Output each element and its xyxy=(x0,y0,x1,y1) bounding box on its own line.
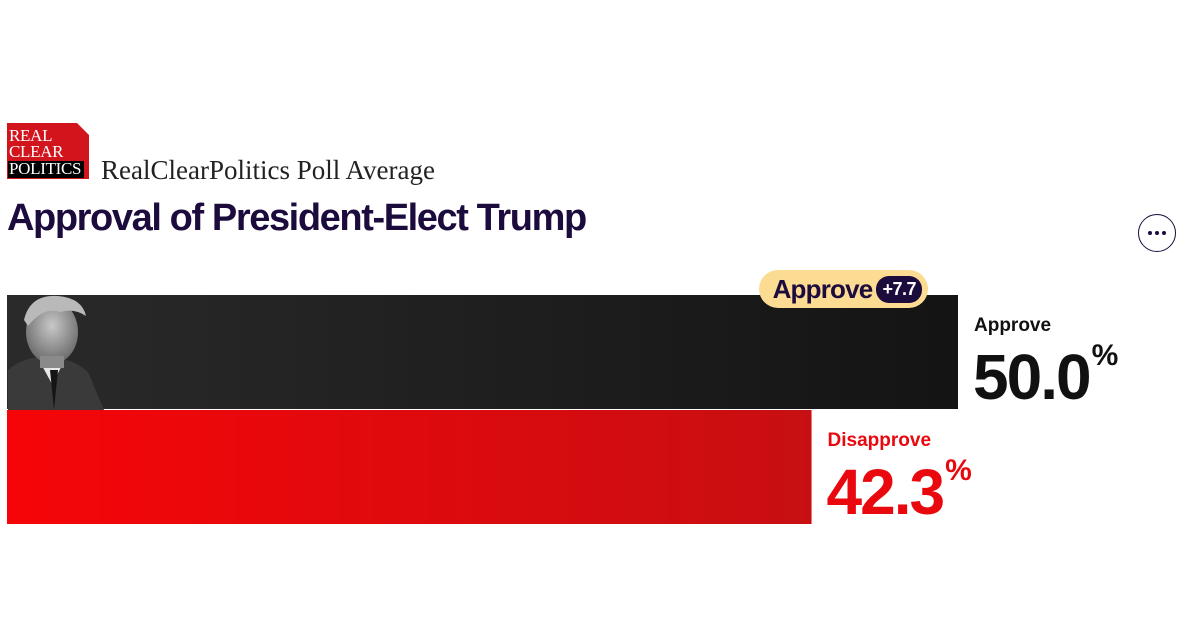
logo-line-1: REAL xyxy=(9,126,53,145)
more-options-button[interactable] xyxy=(1138,214,1176,252)
more-horizontal-icon xyxy=(1148,231,1166,235)
approve-bar xyxy=(7,295,958,409)
logo-line-3: POLITICS xyxy=(8,160,85,178)
leader-label: Approve xyxy=(772,273,874,304)
candidate-portrait xyxy=(8,295,104,410)
disapprove-percent-sign: % xyxy=(945,454,972,487)
logo-fold xyxy=(77,123,89,135)
leader-spread: +7.7 xyxy=(876,275,922,303)
approve-percent-sign: % xyxy=(1091,339,1119,372)
disapprove-value: 42.3 xyxy=(826,456,946,528)
approve-label: Approve xyxy=(974,315,1052,336)
disapprove-bar xyxy=(7,410,812,524)
leader-badge: Approve +7.7 xyxy=(758,270,928,308)
rcp-logo: REAL CLEAR POLITICS xyxy=(7,123,89,179)
disapprove-label: Disapprove xyxy=(827,430,932,451)
chart-svg xyxy=(7,295,958,524)
approve-value: 50.0 xyxy=(973,341,1092,413)
page-title: Approval of President-Elect Trump xyxy=(7,197,587,239)
page-subtitle: RealClearPolitics Poll Average xyxy=(101,155,435,185)
approval-chart: Approve +7.7 Approve 50.0 % Disapprove 4… xyxy=(0,260,1200,550)
logo-line-2: CLEAR xyxy=(9,142,64,161)
